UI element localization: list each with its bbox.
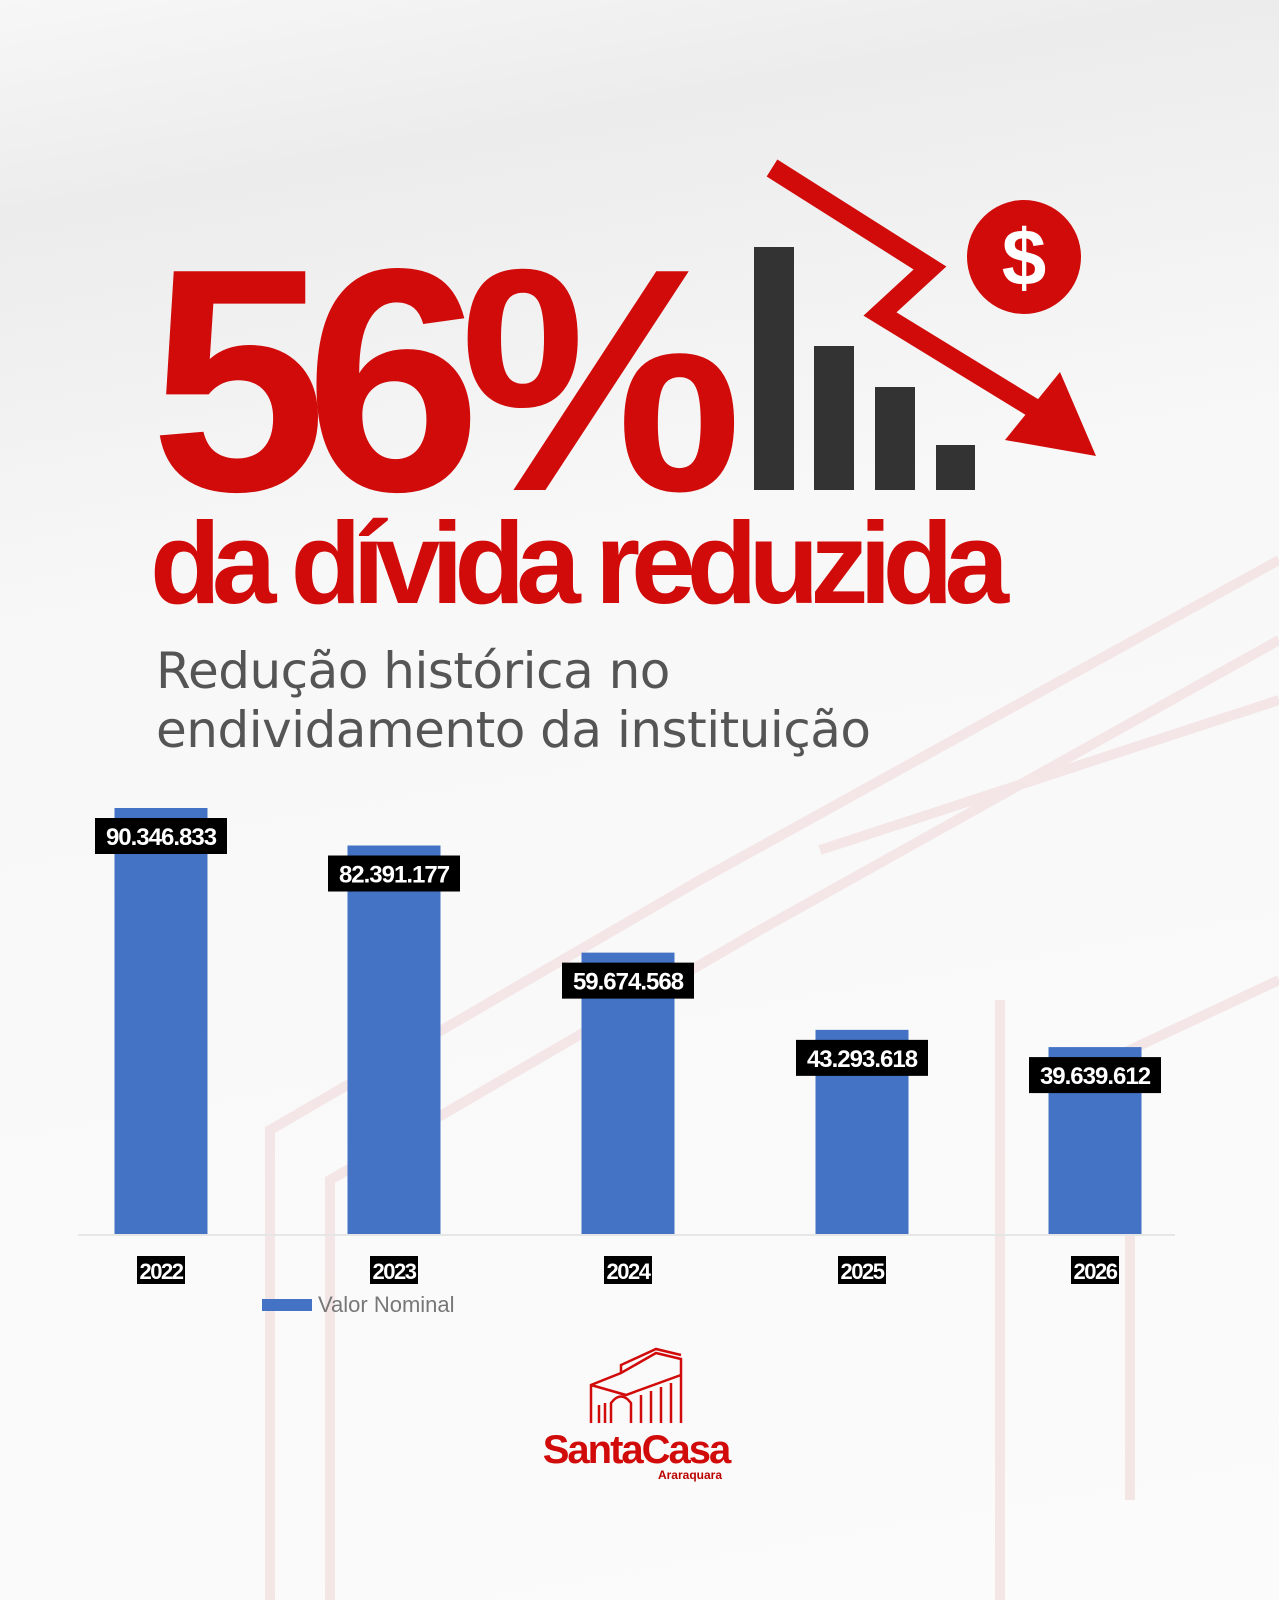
x-tick-label: 2023 — [373, 1259, 417, 1284]
declining-bars-dollar-icon: $ — [754, 159, 1096, 490]
tick-label-box — [838, 1256, 886, 1284]
subtitle-line-1: Redução histórica no — [156, 642, 670, 700]
dollar-symbol: $ — [1002, 213, 1047, 302]
logo-city: Araraquara — [657, 1468, 722, 1482]
headline-percent: 56% — [150, 203, 742, 558]
tick-label-box — [1071, 1256, 1119, 1284]
headline-text: da dívida reduzida — [150, 498, 1009, 628]
chart-legend: Valor Nominal — [262, 1292, 455, 1318]
tick-label-box — [604, 1256, 652, 1284]
data-label-box — [328, 855, 460, 892]
x-tick-label: 2024 — [607, 1259, 652, 1284]
subtitle-line-2: endividamento da instituição — [156, 701, 871, 759]
x-tick-label: 2026 — [1074, 1259, 1118, 1284]
legend-swatch — [262, 1299, 312, 1311]
bar-2022 — [114, 808, 208, 1234]
legend-label: Valor Nominal — [318, 1292, 455, 1317]
data-label-box — [95, 818, 227, 854]
bar-2024 — [581, 952, 675, 1234]
data-label: 43.293.618 — [807, 1046, 918, 1073]
data-label: 82.391.177 — [339, 862, 450, 889]
tick-label-box — [137, 1256, 185, 1284]
data-label-box — [1029, 1057, 1161, 1094]
data-label: 59.674.568 — [573, 969, 684, 996]
debt-bar-chart: 90.346.833 2022 82.391.177 2023 59.674.568 20… — [78, 808, 1175, 1284]
bar-2023 — [347, 845, 441, 1234]
data-label: 39.639.612 — [1040, 1063, 1151, 1090]
building-logo-icon — [589, 1347, 683, 1423]
logo-name: SantaCasa — [542, 1428, 732, 1472]
tick-label-box — [370, 1256, 418, 1284]
data-label-box — [796, 1039, 928, 1076]
data-label-box — [562, 962, 694, 999]
santa-casa-logo: SantaCasa Araraquara — [536, 1345, 736, 1482]
x-tick-label: 2025 — [841, 1259, 885, 1284]
data-label: 90.346.833 — [106, 824, 217, 851]
x-tick-label: 2022 — [140, 1259, 184, 1284]
